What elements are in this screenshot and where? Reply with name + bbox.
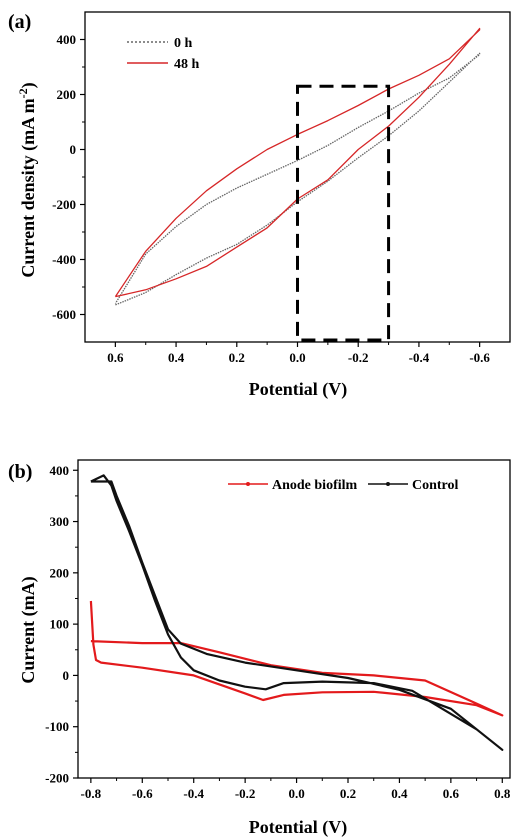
panel-b-chart: (b) -0.8 -0.6 -0.4 -0.2 0.0 0.2 0.4 0.6 0.8-200-… <box>8 459 511 837</box>
panel-a-x-title: Potential (V) <box>249 379 347 400</box>
y-tick-label: 400 <box>57 32 77 47</box>
panel-b-plot-frame <box>77 459 511 779</box>
x-tick-label: 0.0 <box>289 350 305 365</box>
legend-anode-marker <box>246 482 250 486</box>
y-tick-label: -100 <box>45 719 69 734</box>
panel-b-x-title: Potential (V) <box>249 817 347 837</box>
y-tick-label: 300 <box>50 514 70 529</box>
x-tick-label: -0.2 <box>348 350 369 365</box>
panel-b-legend: Anode biofilm Control <box>228 478 459 493</box>
y-tick-label: 400 <box>50 463 70 478</box>
panel-a-legend: 0 h 48 h <box>127 36 200 72</box>
series-line-0 <box>114 52 481 306</box>
x-tick-label: 0.6 <box>107 350 124 365</box>
legend-control-label: Control <box>412 478 459 493</box>
series-line-0 <box>89 600 504 717</box>
x-tick-label: -0.6 <box>132 786 153 801</box>
y-tick-label: -200 <box>45 771 69 786</box>
y-tick-label: 100 <box>50 617 70 632</box>
panel-a-y-title-close: ) <box>18 82 39 88</box>
panel-a-y-title: Current density (mA m-2) <box>16 82 39 277</box>
y-tick-label: -400 <box>52 252 76 267</box>
panel-a-y-title-sup: -2 <box>16 88 30 98</box>
x-tick-label: -0.8 <box>81 786 102 801</box>
panel-b-y-title: Current (mA) <box>18 576 39 683</box>
legend-control-marker <box>386 482 390 486</box>
y-tick-label: 200 <box>50 565 70 580</box>
x-tick-label: -0.4 <box>409 350 430 365</box>
y-tick-label: 0 <box>70 142 77 157</box>
x-tick-label: 0.0 <box>288 786 304 801</box>
panel-a-chart: (a) 0.6 0.4 0.2 0.0 -0.2 -0.4 -0.6-600-400-200… <box>8 11 511 400</box>
panel-a-series <box>114 27 481 306</box>
legend-48h-label: 48 h <box>174 57 200 72</box>
x-tick-label: 0.6 <box>443 786 460 801</box>
series-line-1 <box>90 474 504 751</box>
panel-a-label: (a) <box>8 11 31 33</box>
x-tick-label: -0.4 <box>183 786 204 801</box>
panel-a-y-title-main: Current density (mA m <box>18 98 39 277</box>
panel-b-series <box>89 474 504 751</box>
legend-anode-label: Anode biofilm <box>272 478 358 493</box>
panel-b-ticks: -0.8 -0.6 -0.4 -0.2 0.0 0.2 0.4 0.6 0.8 -200 -100 0… <box>45 463 511 801</box>
x-tick-label: -0.2 <box>235 786 256 801</box>
y-tick-label: -600 <box>52 307 76 322</box>
panel-b-label: (b) <box>8 461 32 483</box>
panel-a-ticks: 0.6 0.4 0.2 0.0 -0.2 -0.4 -0.6 -600 -400 -200 0 200… <box>52 32 490 365</box>
y-tick-label: 200 <box>57 87 77 102</box>
x-tick-label: -0.6 <box>469 350 490 365</box>
x-tick-label: 0.2 <box>340 786 356 801</box>
x-tick-label: 0.2 <box>229 350 245 365</box>
y-tick-label: 0 <box>63 668 70 683</box>
legend-0h-label: 0 h <box>174 36 193 51</box>
series-line-1 <box>114 27 481 298</box>
x-tick-label: 0.8 <box>494 786 511 801</box>
x-tick-label: 0.4 <box>391 786 408 801</box>
panel-a-dashed-box <box>296 84 391 342</box>
x-tick-label: 0.4 <box>168 350 185 365</box>
y-tick-label: -200 <box>52 197 76 212</box>
